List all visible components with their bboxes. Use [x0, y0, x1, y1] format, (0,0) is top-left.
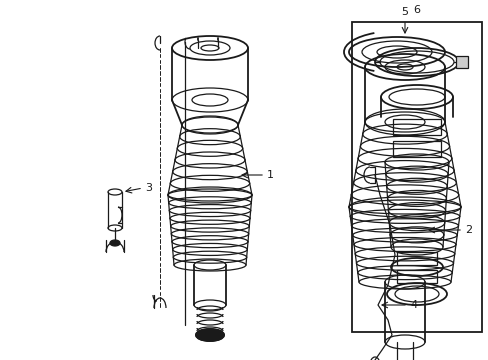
- Ellipse shape: [110, 240, 120, 246]
- Text: 3: 3: [145, 183, 152, 193]
- Bar: [455, 56, 467, 68]
- Bar: [351, 22, 481, 332]
- Bar: [396, 252, 436, 265]
- Text: 1: 1: [266, 170, 273, 180]
- Text: 6: 6: [413, 5, 420, 15]
- Bar: [392, 119, 440, 135]
- Ellipse shape: [196, 329, 224, 341]
- Text: 4: 4: [409, 300, 416, 310]
- Bar: [392, 141, 440, 157]
- Bar: [396, 270, 436, 283]
- Text: 5: 5: [401, 7, 407, 17]
- Text: 2: 2: [464, 225, 471, 235]
